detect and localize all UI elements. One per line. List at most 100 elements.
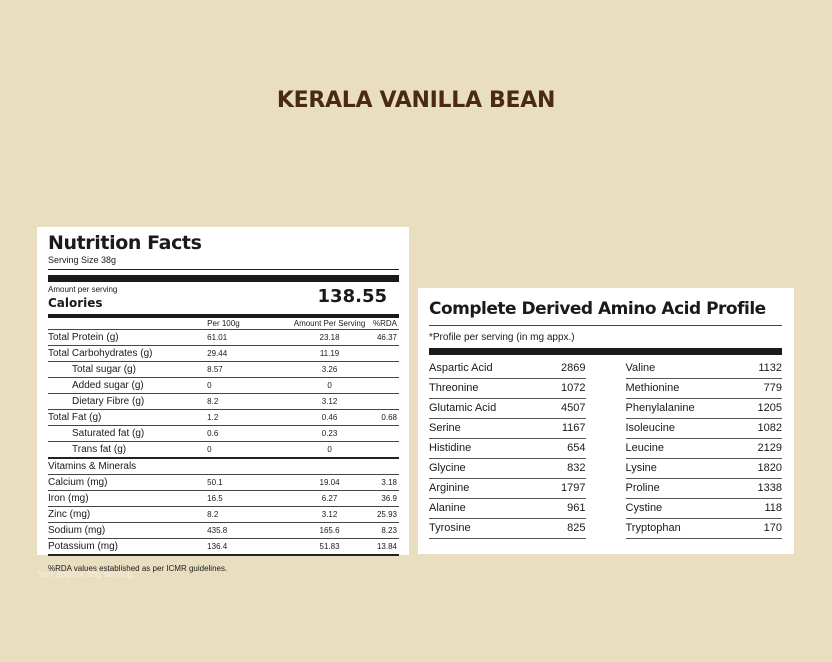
nutrition-row: Potassium (mg) 136.4 51.83 13.84 [48, 538, 399, 556]
calories-value: 138.55 [317, 286, 387, 307]
nutrient-name: Vitamins & Minerals [48, 458, 198, 475]
amino-acid-value: 654 [567, 442, 586, 454]
amino-acid-value: 1072 [561, 382, 586, 394]
nutrient-name: Trans fat (g) [48, 441, 198, 459]
amino-acid-name: Tyrosine [429, 522, 471, 534]
amino-acid-name: Isoleucine [625, 422, 676, 434]
per-serving-value: 3.12 [286, 393, 373, 410]
amino-acid-value: 825 [567, 522, 586, 534]
amino-acid-row: Lysine 1820 [625, 459, 782, 479]
amino-acid-value: 170 [763, 522, 782, 534]
amino-acid-value: 1338 [757, 482, 782, 494]
amino-acid-name: Histidine [429, 442, 472, 454]
amino-acid-name: Threonine [429, 382, 479, 394]
amino-acid-name: Valine [625, 362, 656, 374]
per-serving-value: 0 [286, 441, 373, 459]
amino-acid-row: Serine 1167 [429, 419, 586, 439]
divider-thick [429, 348, 782, 355]
amino-acid-row: Phenylalanine 1205 [625, 399, 782, 419]
per-serving-value: 11.19 [286, 345, 373, 362]
per-serving-value: 3.26 [286, 361, 373, 378]
divider-thick [48, 275, 399, 282]
amino-acid-name: Cystine [625, 502, 663, 514]
product-title: KERALA VANILLA BEAN [276, 88, 556, 113]
amino-acid-name: Leucine [625, 442, 665, 454]
nutrient-name: Zinc (mg) [48, 506, 198, 523]
nutrient-name: Saturated fat (g) [48, 425, 198, 442]
rda-value: 25.93 [372, 506, 399, 523]
rda-value: 0.68 [372, 409, 399, 426]
amino-acid-row: Proline 1338 [625, 479, 782, 499]
amino-acid-name: Arginine [429, 482, 470, 494]
per-serving-value: 0 [286, 377, 373, 394]
per-serving-value [286, 458, 373, 475]
nutrient-name: Sodium (mg) [48, 522, 198, 539]
per-100g-value: 8.2 [197, 506, 287, 523]
amino-acid-value: 961 [567, 502, 586, 514]
amino-acid-value: 832 [567, 462, 586, 474]
rda-value: 13.84 [372, 538, 399, 556]
nutrition-row: Saturated fat (g) 0.6 0.23 [48, 425, 399, 442]
amino-acid-subheading: *Profile per serving (in mg appx.) [429, 332, 575, 343]
serving-size: Serving Size 38g [48, 254, 399, 270]
amount-per-serving-label: Amount per serving [48, 285, 118, 294]
nutrition-row: Added sugar (g) 0 0 [48, 377, 399, 394]
amino-acid-row: Tyrosine 825 [429, 519, 586, 539]
rda-value [372, 345, 399, 362]
amino-acid-name: Phenylalanine [625, 402, 695, 414]
rda-value [372, 425, 399, 442]
per-100g-value: 50.1 [197, 474, 287, 491]
nutrition-row: Total Protein (g) 61.01 23.18 46.37 [48, 329, 399, 346]
amino-acid-name: Glycine [429, 462, 466, 474]
nutrition-row: Vitamins & Minerals [48, 458, 399, 475]
amino-acid-heading: Complete Derived Amino Acid Profile [429, 296, 782, 326]
calories-section: Amount per serving Calories 138.55 [48, 282, 399, 314]
serving-note: *per approx 38g serving. [37, 569, 136, 579]
rda-value: 8.23 [372, 522, 399, 539]
amino-acid-row: Leucine 2129 [625, 439, 782, 459]
amino-acid-row: Histidine 654 [429, 439, 586, 459]
amino-acid-value: 1205 [757, 402, 782, 414]
per-100g-value: 8.2 [197, 393, 287, 410]
amino-acid-value: 1167 [561, 422, 586, 434]
amino-acid-row: Aspartic Acid 2869 [429, 359, 586, 379]
amino-acid-value: 2129 [757, 442, 782, 454]
per-100g-value: 61.01 [197, 329, 287, 346]
nutrition-row: Total Fat (g) 1.2 0.46 0.68 [48, 409, 399, 426]
amino-acid-value: 1132 [758, 362, 782, 374]
nutrient-name: Total Protein (g) [48, 329, 198, 346]
amino-acid-name: Proline [625, 482, 660, 494]
per-100g-value: 136.4 [197, 538, 287, 556]
rda-value: 46.37 [372, 329, 399, 346]
nutrition-row: Trans fat (g) 0 0 [48, 441, 399, 459]
per-100g-value: 0 [197, 441, 287, 459]
per-serving-value: 0.46 [286, 409, 373, 426]
per-100g-value: 29.44 [197, 345, 287, 362]
nutrition-table: Per 100g Amount Per Serving %RDA Total P… [48, 318, 399, 556]
amino-acid-value: 4507 [561, 402, 586, 414]
rda-value [372, 441, 399, 459]
nutrition-row: Iron (mg) 16.5 6.27 36.9 [48, 490, 399, 507]
amino-acid-name: Lysine [625, 462, 657, 474]
nutrient-name: Added sugar (g) [48, 377, 198, 394]
per-100g-value [197, 458, 287, 475]
per-serving-value: 3.12 [286, 506, 373, 523]
divider-medium [48, 314, 399, 318]
amino-acid-name: Methionine [625, 382, 680, 394]
column-header: %RDA [372, 318, 399, 330]
amino-acid-row: Glutamic Acid 4507 [429, 399, 586, 419]
rda-value [372, 458, 399, 475]
rda-value [372, 361, 399, 378]
per-serving-value: 165.6 [286, 522, 373, 539]
amino-acid-row: Threonine 1072 [429, 379, 586, 399]
calories-label: Calories [48, 296, 103, 310]
amino-acid-row: Arginine 1797 [429, 479, 586, 499]
nutrient-name: Iron (mg) [48, 490, 198, 507]
amino-acid-row: Tryptophan 170 [625, 519, 782, 539]
per-serving-value: 19.04 [286, 474, 373, 491]
amino-acid-name: Aspartic Acid [429, 362, 493, 374]
nutrient-name: Dietary Fibre (g) [48, 393, 198, 410]
amino-acid-row: Cystine 118 [625, 499, 782, 519]
nutrition-row: Zinc (mg) 8.2 3.12 25.93 [48, 506, 399, 523]
per-100g-value: 16.5 [197, 490, 287, 507]
